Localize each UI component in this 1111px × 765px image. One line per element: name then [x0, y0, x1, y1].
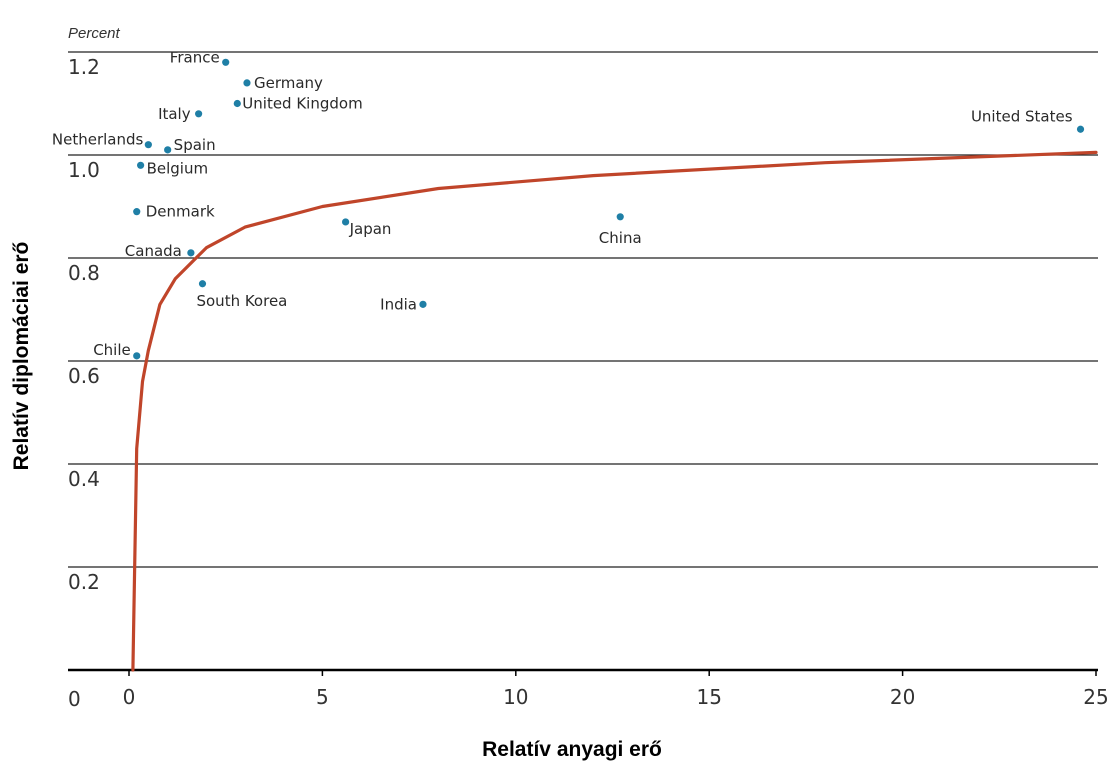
y-unit-label: Percent — [68, 25, 121, 42]
data-point — [133, 208, 141, 216]
data-point — [233, 99, 241, 108]
y-tick-label: 0.6 — [68, 364, 100, 388]
data-point — [616, 213, 624, 221]
point-label: Canada — [125, 242, 182, 260]
origin-label: 0 — [68, 687, 81, 711]
trend-curve — [131, 150, 1098, 672]
data-points: France Germany United Kingdom Italy Netherla… — [52, 48, 1085, 360]
data-point — [195, 110, 203, 118]
point-label: France — [170, 48, 220, 66]
point-label: Denmark — [146, 203, 215, 221]
point-label: South Korea — [196, 292, 287, 310]
data-point — [133, 352, 141, 360]
data-point — [187, 249, 195, 257]
data-point — [164, 146, 172, 154]
y-axis-title: Relatív diplomáciai erő — [10, 242, 33, 471]
y-tick-label: 0.8 — [68, 261, 100, 285]
trend-line — [131, 150, 1098, 672]
y-tick-label: 1.2 — [68, 55, 100, 79]
x-tick-label: 10 — [503, 685, 528, 709]
data-point — [144, 141, 152, 149]
data-point — [222, 58, 230, 66]
x-tick-label: 0 — [123, 685, 136, 709]
point-label: Japan — [349, 220, 392, 238]
point-label: Spain — [174, 136, 216, 154]
point-label: Chile — [93, 341, 131, 359]
y-tick-label: 1.0 — [68, 158, 100, 182]
point-label: Belgium — [147, 159, 209, 177]
y-tick-label: 0.4 — [68, 467, 100, 491]
data-point — [243, 79, 251, 87]
point-label: Germany — [254, 74, 323, 92]
data-point — [137, 161, 145, 169]
point-label: Italy — [158, 105, 191, 123]
point-label: United States — [971, 107, 1073, 125]
x-tick-label: 5 — [316, 685, 329, 709]
point-label: China — [599, 229, 642, 247]
tick-labels: 0.2 0.4 0.6 0.8 1.0 1.2 0 5 10 15 20 25 0 — [68, 55, 1109, 711]
point-label: Netherlands — [52, 131, 144, 149]
data-point — [419, 300, 427, 308]
data-point — [342, 218, 350, 226]
x-tick-label: 25 — [1083, 685, 1108, 709]
x-tick-label: 20 — [890, 685, 915, 709]
point-label: United Kingdom — [242, 95, 362, 113]
y-tick-label: 0.2 — [68, 570, 100, 594]
point-label: India — [380, 295, 417, 313]
gridlines — [68, 51, 1098, 676]
x-tick-label: 15 — [696, 685, 721, 709]
data-point — [1076, 125, 1085, 133]
data-point — [198, 280, 207, 288]
x-axis-title: Relatív anyagi erő — [482, 738, 662, 761]
